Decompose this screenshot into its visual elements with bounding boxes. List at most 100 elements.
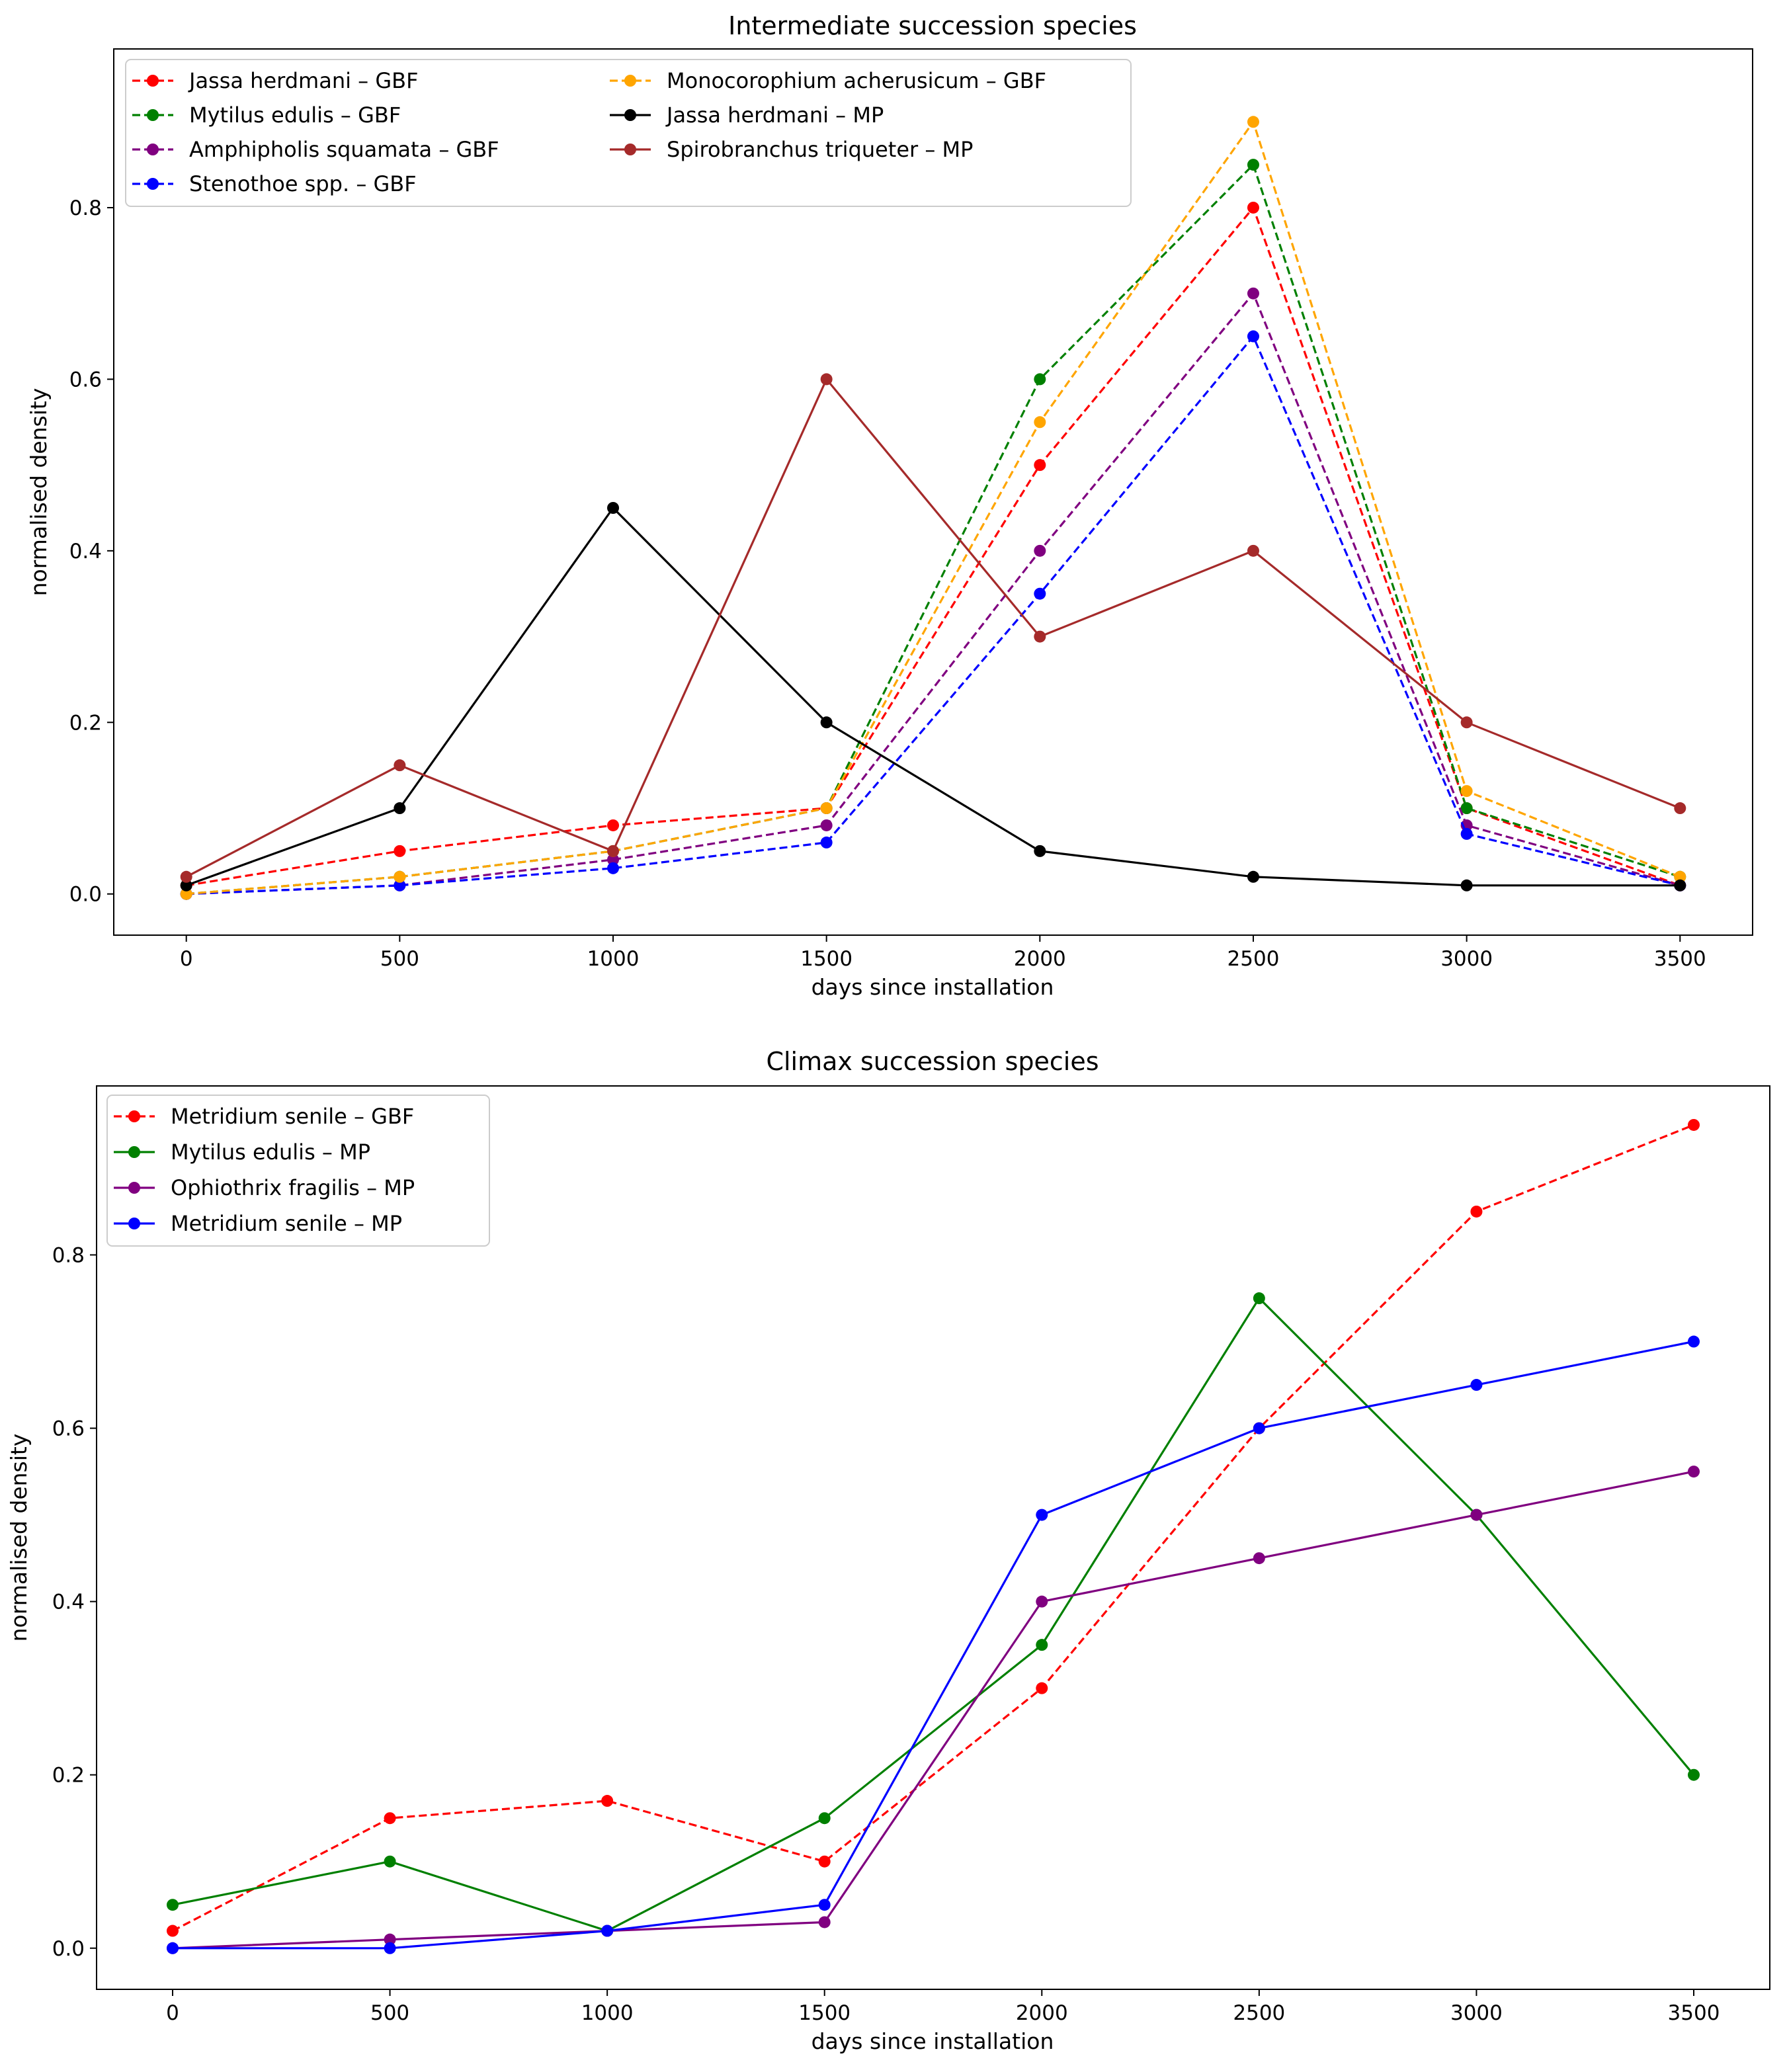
series-line: [186, 163, 1681, 895]
legend-entry: Amphipholis squamata – GBF: [132, 137, 499, 162]
series-line: [173, 1340, 1694, 1950]
legend-entry: Spirobranchus triqueter – MP: [610, 137, 973, 162]
series-line: [172, 1297, 1695, 1932]
data-point: [1460, 879, 1473, 891]
legend-label: Jassa herdmani – GBF: [188, 68, 419, 93]
axis-ticks: 0 500 1000 1500 2000 2500 3000 3500 0.0 0.2 0.4 0.6…: [69, 196, 1706, 971]
data-point: [607, 819, 620, 831]
series-line: [172, 1124, 1694, 1932]
legend-box: [106, 1095, 490, 1247]
data-point: [167, 1942, 179, 1954]
data-point: [820, 802, 833, 815]
data-point: [1247, 201, 1259, 214]
x-tick-label: 1500: [800, 947, 852, 971]
x-tick-label: 500: [380, 947, 419, 971]
x-tick-label: 3500: [1654, 947, 1706, 971]
series-line: [186, 120, 1681, 895]
legend-label: Amphipholis squamata – GBF: [189, 137, 499, 162]
series-jassa-herdmani-mp: [180, 501, 1686, 891]
legend-label: Metridium senile – MP: [171, 1211, 402, 1236]
data-point: [607, 862, 620, 874]
chart-title: Intermediate succession species: [728, 11, 1137, 40]
legend-marker: [128, 1218, 140, 1229]
series-line: [186, 206, 1681, 887]
legend-marker: [147, 75, 159, 87]
y-tick-label: 0.4: [52, 1591, 85, 1614]
data-point: [1253, 1292, 1265, 1305]
x-tick-label: 1500: [798, 2001, 851, 2025]
legend-marker: [128, 1110, 140, 1122]
x-tick-label: 2000: [1014, 947, 1066, 971]
legend-entry: Mytilus edulis – GBF: [132, 103, 401, 128]
data-point: [1247, 544, 1259, 557]
legend-marker: [624, 144, 636, 155]
chart-title: Climax succession species: [766, 1047, 1099, 1076]
legend-label: Mytilus edulis – GBF: [189, 103, 401, 128]
data-point: [1470, 1509, 1483, 1521]
legend-entry: Monocorophium acherusicum – GBF: [610, 68, 1046, 93]
chart-climax: Climax succession species 0 500 1000 1500 20…: [6, 1047, 1770, 2054]
data-point: [607, 501, 620, 514]
legend-label: Spirobranchus triqueter – MP: [667, 137, 973, 162]
legend: Metridium senile – GBF Mytilus edulis – M…: [106, 1095, 490, 1247]
legend-marker: [147, 144, 159, 155]
legend-marker: [147, 178, 159, 190]
legend-label: Monocorophium acherusicum – GBF: [667, 68, 1046, 93]
data-point: [1247, 116, 1259, 128]
data-point: [180, 879, 192, 891]
data-point: [1688, 1118, 1700, 1131]
legend-entry: Mytilus edulis – MP: [114, 1140, 370, 1165]
data-point: [818, 1916, 831, 1928]
data-point: [1034, 587, 1046, 600]
data-point: [384, 1812, 396, 1825]
y-axis-label: normalised density: [26, 388, 52, 597]
legend-label: Mytilus edulis – MP: [171, 1140, 370, 1165]
data-point: [818, 1899, 831, 1911]
data-point: [1034, 630, 1046, 643]
data-point: [1036, 1639, 1048, 1651]
y-tick-label: 0.8: [52, 1244, 85, 1268]
data-point: [820, 819, 833, 831]
series-metridium-senile-mp: [167, 1335, 1700, 1954]
data-point: [607, 853, 620, 866]
data-point: [601, 1925, 614, 1937]
legend-marker: [128, 1182, 140, 1194]
legend-label: Metridium senile – GBF: [171, 1104, 414, 1129]
x-tick-label: 2500: [1227, 947, 1280, 971]
data-point: [818, 1855, 831, 1868]
data-point: [1470, 1205, 1483, 1218]
series-line: [186, 292, 1681, 895]
data-point: [1460, 785, 1473, 798]
axis-ticks: 0 500 1000 1500 2000 2500 3000 3500 0.0 0.2 0.4 0.6…: [52, 1244, 1720, 2025]
data-point: [1247, 287, 1259, 300]
series-line: [172, 1470, 1694, 1950]
data-point: [384, 1933, 396, 1946]
legend-entry: Ophiothrix fragilis – MP: [114, 1175, 415, 1200]
data-point: [1036, 1509, 1048, 1521]
data-point: [180, 870, 192, 883]
data-point: [601, 1795, 614, 1807]
legend-entry: Jassa herdmani – GBF: [132, 68, 419, 93]
series-line: [186, 335, 1681, 895]
x-tick-label: 2000: [1016, 2001, 1068, 2025]
y-tick-label: 0.6: [52, 1417, 85, 1441]
x-tick-label: 0: [180, 947, 193, 971]
data-point: [1470, 1379, 1483, 1391]
data-point: [607, 845, 620, 857]
legend: Jassa herdmani – GBF Mytilus edulis – GBF…: [125, 59, 1132, 207]
y-tick-label: 0.2: [69, 711, 102, 735]
data-point: [1034, 459, 1046, 472]
data-point: [1034, 416, 1046, 429]
data-point: [1674, 879, 1686, 891]
data-point: [394, 802, 406, 815]
y-tick-label: 0.4: [69, 540, 102, 563]
legend-marker: [624, 109, 636, 121]
data-point: [1688, 1335, 1700, 1348]
y-tick-label: 0.0: [69, 883, 102, 907]
legend-entries: Metridium senile – GBF Mytilus edulis – M…: [114, 1104, 415, 1236]
legend-entries: Jassa herdmani – GBF Mytilus edulis – GBF…: [132, 68, 1046, 196]
y-tick-label: 0.6: [69, 368, 102, 392]
data-point: [394, 879, 406, 891]
data-point: [1036, 1682, 1048, 1694]
data-point: [167, 1899, 179, 1911]
